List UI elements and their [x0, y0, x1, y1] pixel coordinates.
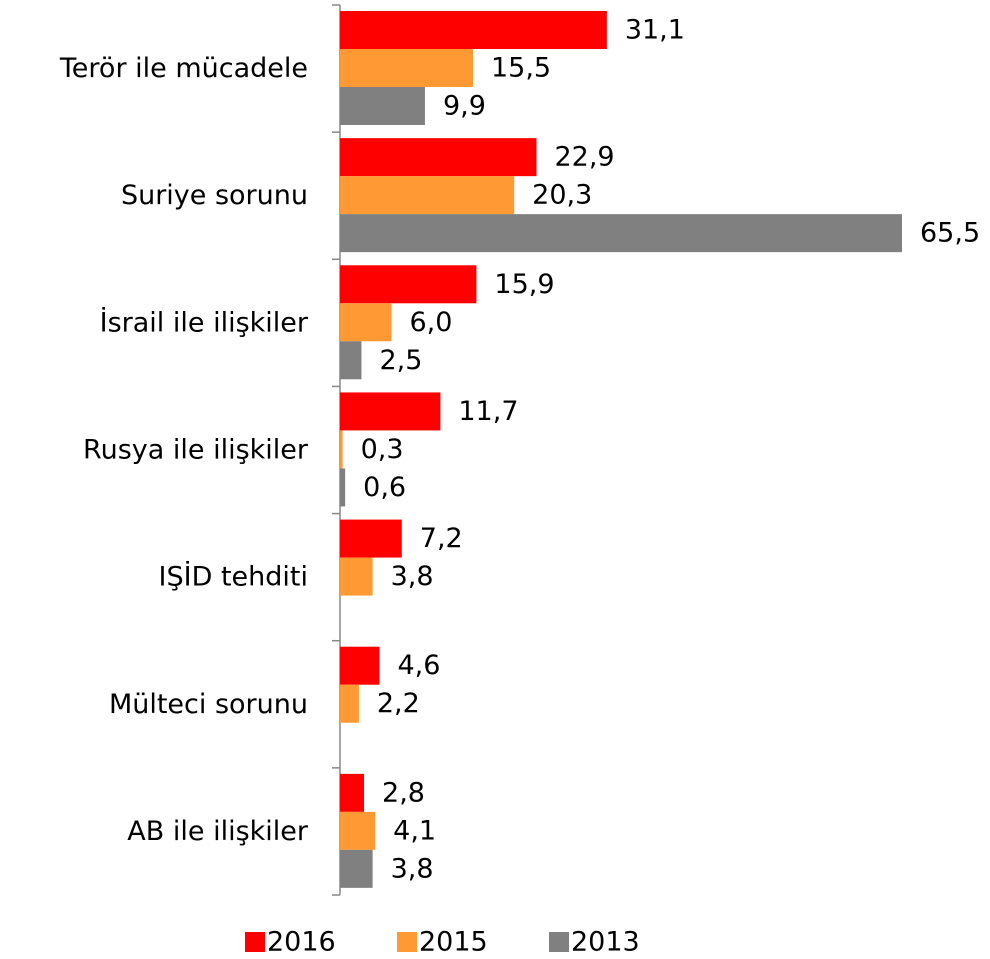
bar — [340, 392, 441, 431]
data-label: 7,2 — [420, 523, 463, 554]
data-label: 15,9 — [494, 269, 554, 300]
category-label: Mülteci sorunu — [109, 689, 308, 720]
data-label: 6,0 — [409, 307, 452, 338]
data-label: 2,8 — [382, 777, 425, 808]
data-label: 22,9 — [554, 142, 614, 173]
data-label: 9,9 — [443, 91, 486, 122]
data-label: 31,1 — [625, 15, 685, 46]
bar — [340, 849, 373, 888]
bar — [340, 468, 346, 507]
bar — [340, 176, 515, 215]
bar — [340, 773, 365, 812]
bar — [340, 646, 380, 685]
category-label: AB ile ilişkiler — [127, 816, 309, 847]
data-label: 20,3 — [532, 180, 592, 211]
legend-label: 2013 — [571, 927, 640, 958]
legend-swatch — [245, 932, 265, 952]
data-label: 15,5 — [491, 53, 551, 84]
bar — [340, 341, 362, 380]
data-label: 0,3 — [361, 434, 404, 465]
legend-swatch — [549, 932, 569, 952]
legend-swatch — [397, 932, 417, 952]
data-label: 3,8 — [391, 853, 434, 884]
bar — [340, 49, 473, 87]
data-label: 2,2 — [377, 688, 420, 719]
data-label: 3,8 — [391, 561, 434, 592]
bar — [340, 811, 376, 850]
data-label: 11,7 — [458, 396, 518, 427]
bar — [340, 303, 392, 342]
bar — [340, 519, 402, 558]
data-label: 2,5 — [379, 345, 422, 376]
bar — [340, 430, 343, 469]
bar — [340, 265, 477, 304]
bar — [340, 684, 359, 723]
data-label: 0,6 — [363, 472, 406, 503]
bar — [340, 87, 425, 125]
bar — [340, 214, 902, 253]
data-label: 4,6 — [397, 650, 440, 681]
bar — [340, 11, 607, 49]
legend-label: 2015 — [419, 927, 488, 958]
category-label: Suriye sorunu — [121, 180, 308, 211]
category-label: IŞİD tehditi — [159, 561, 308, 593]
category-label: Terör ile mücadele — [59, 53, 308, 84]
bar — [340, 557, 373, 596]
legend-label: 2016 — [267, 927, 336, 958]
category-label: İsrail ile ilişkiler — [100, 306, 309, 338]
category-label: Rusya ile ilişkiler — [83, 435, 309, 466]
data-label: 4,1 — [393, 815, 436, 846]
data-label: 65,5 — [920, 218, 980, 249]
bar — [340, 138, 537, 177]
